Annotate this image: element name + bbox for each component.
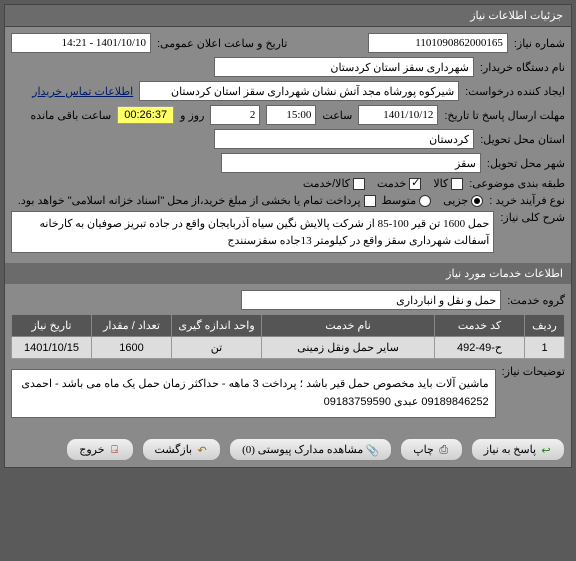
cat-goods-checkbox[interactable] bbox=[451, 178, 463, 190]
pt-medium-label: متوسط bbox=[382, 194, 417, 207]
table-row[interactable]: 1 ح-49-492 سایر حمل ونقل زمینی تن 1600 1… bbox=[12, 337, 565, 359]
province-input[interactable] bbox=[214, 129, 474, 149]
days-label: روز و bbox=[180, 109, 204, 122]
th-unit: واحد اندازه گیری bbox=[172, 315, 262, 337]
th-qty: تعداد / مقدار bbox=[92, 315, 172, 337]
city-label: شهر محل تحویل: bbox=[487, 157, 565, 170]
cat-service-label: خدمت bbox=[377, 177, 406, 190]
cell-code: ح-49-492 bbox=[435, 337, 525, 359]
keywords-label: شرح کلی نیاز: bbox=[500, 211, 565, 224]
countdown-label: ساعت باقی مانده bbox=[31, 109, 112, 122]
cell-qty: 1600 bbox=[92, 337, 172, 359]
requester-input[interactable] bbox=[139, 81, 459, 101]
announce-input[interactable] bbox=[11, 33, 151, 53]
category-radio-group: کالا خدمت کالا/خدمت bbox=[303, 177, 463, 190]
requester-label: ایجاد کننده درخواست: bbox=[465, 85, 565, 98]
cat-goods-label: کالا bbox=[433, 177, 448, 190]
pt-small-label: جزیی bbox=[443, 194, 468, 207]
province-label: استان محل تحویل: bbox=[480, 133, 565, 146]
exit-icon: ⍈ bbox=[109, 444, 121, 456]
reply-icon: ↩ bbox=[540, 444, 552, 456]
cell-date: 1401/10/15 bbox=[12, 337, 92, 359]
th-row: ردیف bbox=[525, 315, 565, 337]
cell-idx: 1 bbox=[525, 337, 565, 359]
pt-note: پرداخت تمام یا بخشی از مبلغ خرید،از محل … bbox=[18, 194, 361, 207]
reply-button-label: پاسخ به نیاز bbox=[484, 443, 536, 456]
print-button-label: چاپ bbox=[413, 443, 434, 456]
need-number-label: شماره نیاز: bbox=[514, 37, 565, 50]
services-table: ردیف کد خدمت نام خدمت واحد اندازه گیری ت… bbox=[11, 314, 565, 359]
buyer-org-label: نام دستگاه خریدار: bbox=[480, 61, 565, 74]
back-button-label: بازگشت bbox=[155, 443, 193, 456]
purchase-type-label: نوع فرآیند خرید : bbox=[489, 194, 565, 207]
contact-link[interactable]: اطلاعات تماس خریدار bbox=[32, 85, 133, 98]
exit-button[interactable]: ⍈ خروج bbox=[66, 438, 133, 461]
cell-unit: تن bbox=[172, 337, 262, 359]
th-code: کد خدمت bbox=[435, 315, 525, 337]
section-services-title: اطلاعات خدمات مورد نیاز bbox=[5, 263, 571, 284]
announce-label: تاریخ و ساعت اعلان عمومی: bbox=[157, 37, 287, 50]
buyer-org-input[interactable] bbox=[214, 57, 474, 77]
attach-icon: 📎 bbox=[367, 444, 379, 456]
pt-small-radio[interactable] bbox=[471, 195, 483, 207]
need-number-input[interactable] bbox=[368, 33, 508, 53]
cell-name: سایر حمل ونقل زمینی bbox=[262, 337, 435, 359]
desc-label: توضیحات نیاز: bbox=[502, 365, 565, 378]
print-button[interactable]: ⎙ چاپ bbox=[400, 438, 463, 461]
attachments-button-label: مشاهده مدارک پیوستی (0) bbox=[242, 443, 363, 456]
keywords-textarea[interactable]: حمل 1600 تن قیر 100-85 از شرکت پالایش نگ… bbox=[11, 211, 494, 253]
attachments-button[interactable]: 📎 مشاهده مدارک پیوستی (0) bbox=[229, 438, 392, 461]
treasury-checkbox[interactable] bbox=[364, 195, 376, 207]
print-icon: ⎙ bbox=[438, 444, 450, 456]
th-date: تاریخ نیاز bbox=[12, 315, 92, 337]
panel-title: جزئیات اطلاعات نیاز bbox=[5, 5, 571, 27]
category-label: طبقه بندی موضوعی: bbox=[469, 177, 565, 190]
service-group-input[interactable] bbox=[241, 290, 501, 310]
desc-text: ماشین آلات باید مخصوص حمل قیر باشد ؛ پرد… bbox=[11, 369, 496, 418]
deadline-time-input[interactable] bbox=[266, 105, 316, 125]
th-name: نام خدمت bbox=[262, 315, 435, 337]
service-group-label: گروه خدمت: bbox=[507, 294, 565, 307]
cat-service-checkbox[interactable] bbox=[409, 178, 421, 190]
back-icon: ↶ bbox=[196, 444, 208, 456]
deadline-label: مهلت ارسال پاسخ تا تاریخ: bbox=[444, 109, 565, 122]
reply-button[interactable]: ↩ پاسخ به نیاز bbox=[471, 438, 565, 461]
deadline-date-input[interactable] bbox=[358, 105, 438, 125]
days-remaining-input[interactable] bbox=[210, 105, 260, 125]
city-input[interactable] bbox=[221, 153, 481, 173]
cat-both-label: کالا/خدمت bbox=[303, 177, 350, 190]
exit-button-label: خروج bbox=[79, 443, 104, 456]
pt-medium-radio[interactable] bbox=[419, 195, 431, 207]
cat-both-checkbox[interactable] bbox=[353, 178, 365, 190]
back-button[interactable]: ↶ بازگشت bbox=[142, 438, 222, 461]
button-row: ↩ پاسخ به نیاز ⎙ چاپ 📎 مشاهده مدارک پیوس… bbox=[5, 432, 571, 467]
countdown-box: 00:26:37 bbox=[117, 106, 174, 124]
purchase-type-radio-group: جزیی متوسط bbox=[382, 194, 484, 207]
deadline-time-label: ساعت bbox=[322, 109, 352, 122]
